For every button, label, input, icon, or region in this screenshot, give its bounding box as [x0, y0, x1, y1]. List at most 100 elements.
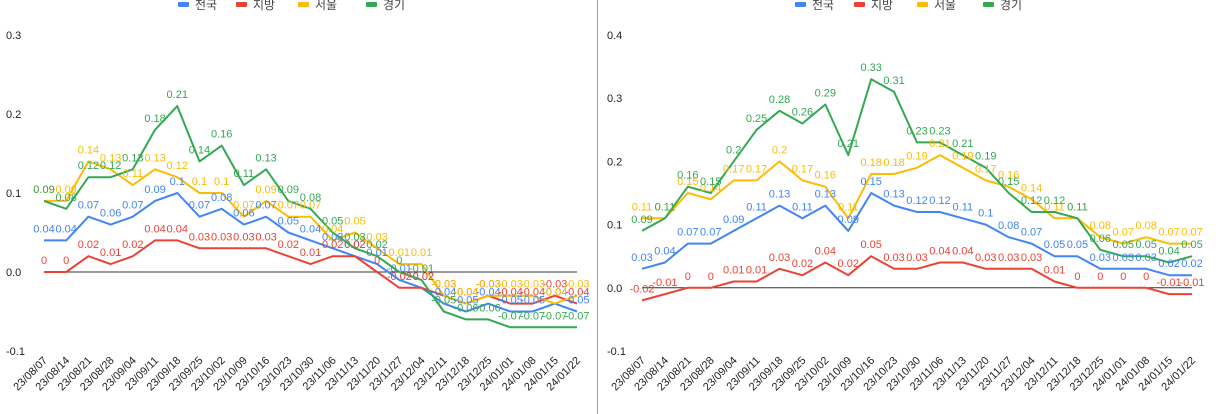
data-label: 0.07: [189, 200, 210, 212]
data-label: 0.05: [344, 216, 365, 228]
data-label: 0.05: [1067, 239, 1088, 251]
data-label: -0.07: [542, 310, 567, 322]
data-label: 0.13: [122, 152, 143, 164]
data-label: 0.19: [952, 151, 973, 163]
y-tick-label: 0.1: [607, 220, 622, 232]
data-label: 0.08: [55, 192, 76, 204]
right-chart-panel: 전국 지방 서울 경기 0.4 0.3 0.2 0.1 0.0 -0.1 23/08/07 23/08…: [599, 0, 1216, 414]
data-label: 0.17: [792, 163, 813, 175]
legend-label: 전국: [195, 0, 217, 12]
data-label: 0.02: [792, 258, 813, 270]
data-label: 0.01: [723, 264, 744, 276]
data-label: 0.07: [255, 200, 276, 212]
data-label: -0.03: [431, 279, 456, 291]
series-line: [641, 255, 1192, 302]
data-label: 0.03: [1090, 252, 1111, 264]
y-tick-label: 0.4: [607, 30, 622, 42]
data-label: 0.18: [883, 157, 904, 169]
data-label: 0.08: [998, 220, 1019, 232]
y-tick-label: 0.2: [607, 156, 622, 168]
data-label: 0.1: [978, 208, 993, 220]
data-label: 0.04: [300, 223, 321, 235]
data-label: -0.04: [476, 287, 501, 299]
data-label: 0.02: [122, 239, 143, 251]
data-label: 0.08: [1090, 220, 1111, 232]
data-label: 0.04: [33, 223, 54, 235]
data-label: 0.1: [192, 176, 207, 188]
data-label: 0.03: [769, 252, 790, 264]
data-label: 0.12: [1044, 195, 1065, 207]
data-label: -0.03: [542, 279, 567, 291]
data-label: 0.11: [1067, 201, 1088, 213]
data-label: 0.13: [883, 189, 904, 201]
data-label: -0.03: [431, 279, 456, 291]
data-label: 0.17: [975, 163, 996, 175]
data-label: 0.11: [655, 201, 676, 213]
series-line: [44, 192, 578, 313]
data-label: 0.03: [998, 252, 1019, 264]
data-label: -0.05: [453, 295, 478, 307]
data-label: 0.09: [55, 184, 76, 196]
series-line: [44, 160, 578, 305]
data-label: 0.11: [1044, 201, 1065, 213]
data-label: 0.03: [366, 231, 387, 243]
data-label: 0.09: [631, 214, 652, 226]
data-label: 0.05: [278, 216, 299, 228]
data-label: -0.02: [629, 283, 654, 295]
data-label: -0.05: [498, 295, 523, 307]
data-label: 0.11: [838, 201, 859, 213]
data-label: 0.14: [1021, 182, 1042, 194]
data-label: 0.08: [211, 192, 232, 204]
data-label: 0.07: [1181, 227, 1202, 239]
data-label: 0.12: [1021, 195, 1042, 207]
data-label: 0: [374, 255, 380, 267]
data-label: 0.07: [78, 200, 99, 212]
data-label: 0.15: [860, 176, 881, 188]
data-label: 0: [63, 255, 69, 267]
data-label: 0.18: [860, 157, 881, 169]
legend-swatch: [366, 2, 377, 7]
data-label: 0.03: [255, 231, 276, 243]
panel-divider: [597, 0, 598, 414]
data-label: 0: [1143, 271, 1149, 283]
data-label: 0.11: [234, 168, 255, 180]
data-label: 0.14: [700, 182, 721, 194]
data-label: 0.03: [1021, 252, 1042, 264]
data-label: 0.03: [1113, 252, 1134, 264]
data-label: 0.05: [322, 216, 343, 228]
y-tick-label: 0.3: [6, 30, 21, 42]
data-label: 0.13: [100, 152, 121, 164]
data-label: 0.07: [1021, 227, 1042, 239]
data-label: 0.04: [929, 246, 950, 258]
data-label: 0.21: [952, 138, 973, 150]
data-label: 0.16: [211, 129, 232, 141]
data-label: 0.11: [632, 201, 653, 213]
data-label: 0.02: [278, 239, 299, 251]
data-label: 0: [708, 271, 714, 283]
data-label: -0.07: [564, 310, 589, 322]
data-label: 0: [1120, 271, 1126, 283]
data-label: -0.07: [520, 310, 545, 322]
data-label: 0.16: [815, 170, 836, 182]
data-label: -0.02: [409, 271, 434, 283]
data-label: 0: [1097, 271, 1103, 283]
data-label: 0.15: [677, 176, 698, 188]
data-label: 0.03: [344, 231, 365, 243]
data-label: 0.03: [1135, 252, 1156, 264]
data-label: 0.05: [1135, 239, 1156, 251]
data-label: 0.02: [1181, 258, 1202, 270]
data-label: 0.12: [929, 195, 950, 207]
data-label: 0.07: [300, 200, 321, 212]
data-label: 0.33: [860, 62, 881, 74]
legend-label: 지방: [253, 0, 275, 12]
data-label: 0.09: [144, 184, 165, 196]
data-label: 0.05: [1181, 239, 1202, 251]
data-label: 0.05: [1044, 239, 1065, 251]
data-label: 0.04: [144, 223, 165, 235]
y-tick-label: 0.2: [6, 109, 21, 121]
data-label: 0.02: [838, 258, 859, 270]
data-label: 0.04: [952, 246, 973, 258]
data-label: 0.02: [1158, 258, 1179, 270]
legend-swatch: [178, 2, 189, 7]
data-label: 0.02: [322, 239, 343, 251]
